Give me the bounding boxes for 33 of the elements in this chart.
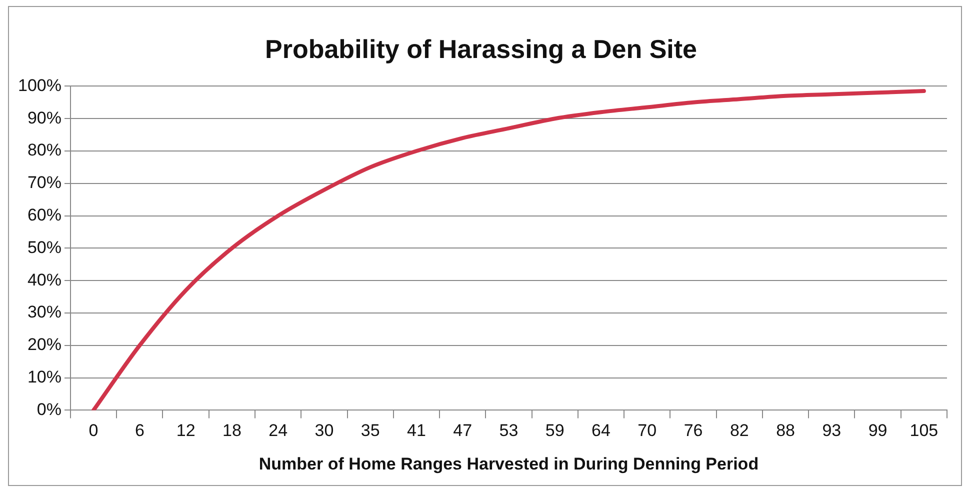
x-tick-label: 35 — [360, 421, 380, 440]
y-tick-label: 50% — [27, 238, 62, 257]
x-tick-label: 12 — [176, 421, 196, 440]
x-tick-label: 88 — [776, 421, 795, 440]
y-tick-label: 80% — [27, 140, 62, 160]
x-axis-title: Number of Home Ranges Harvested in During Denning Period — [258, 454, 759, 474]
y-tick-label: 0% — [36, 400, 62, 419]
y-tick-label: 30% — [27, 302, 62, 322]
y-tick-label: 40% — [27, 270, 62, 290]
y-tick-label: 10% — [27, 367, 62, 386]
y-tick-label: 20% — [27, 335, 62, 354]
x-tick-label: 18 — [222, 421, 242, 440]
x-tick-label: 76 — [684, 421, 703, 440]
y-tick-label: 60% — [27, 205, 62, 224]
x-tick-label: 82 — [730, 421, 749, 440]
x-tick-label: 41 — [407, 421, 426, 440]
x-tick-label: 105 — [910, 421, 938, 440]
x-tick-label: 24 — [268, 421, 288, 440]
y-tick-label: 70% — [27, 173, 62, 192]
x-tick-label: 30 — [314, 421, 334, 440]
x-tick-label: 93 — [822, 421, 842, 440]
x-tick-label: 99 — [868, 421, 888, 440]
x-tick-label: 70 — [638, 421, 657, 440]
chart-title: Probability of Harassing a Den Site — [265, 34, 697, 64]
line-series — [92, 89, 926, 410]
x-tick-label: 53 — [499, 421, 518, 440]
x-tick-label: 64 — [592, 421, 610, 440]
x-tick-label: 59 — [545, 421, 564, 440]
x-tick-label: 6 — [134, 421, 144, 440]
x-tick-label: 0 — [88, 421, 98, 440]
x-tick-label: 47 — [453, 421, 472, 440]
y-tick-label: 90% — [27, 108, 62, 128]
y-tick-label: 100% — [18, 76, 62, 95]
